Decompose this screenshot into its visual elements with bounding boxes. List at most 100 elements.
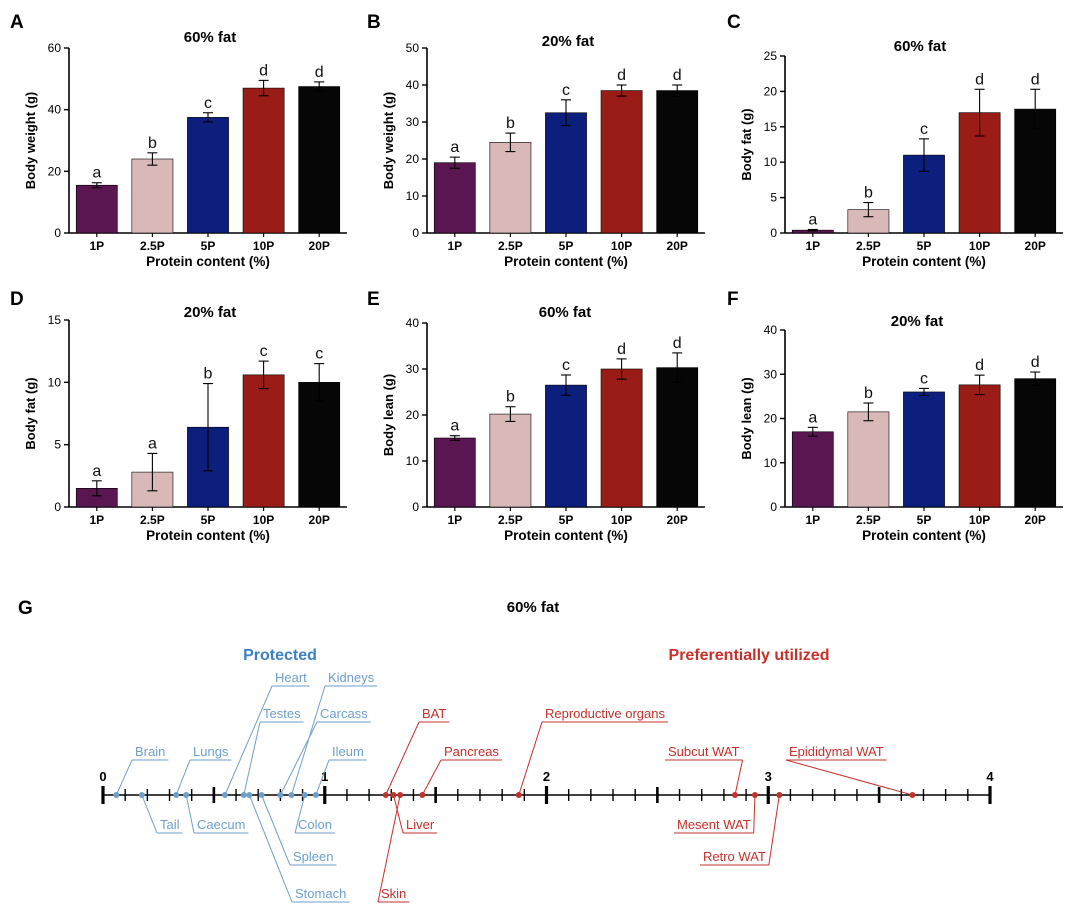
leader-line — [518, 721, 543, 796]
x-tick-label: 1P — [447, 239, 462, 253]
x-tick-label: 5P — [201, 239, 216, 253]
significance-letter: c — [562, 357, 570, 374]
bar-2.5P — [847, 411, 890, 508]
x-tick-label: 2.5P — [498, 513, 523, 527]
y-axis-label: Body lean (g) — [381, 374, 396, 456]
y-tick-label: 40 — [406, 78, 420, 92]
y-tick-label: 15 — [48, 313, 62, 327]
panel-b: B 20% fat 0 10 20 30 40 50 Body weight (g) a 1P b 2.… — [367, 12, 705, 269]
significance-letter: b — [148, 135, 157, 152]
group-title-utilized: Preferentially utilized — [669, 647, 830, 664]
x-tick-label: 5P — [201, 513, 216, 527]
chart-title: 20% fat — [891, 313, 944, 330]
y-tick-label: 30 — [764, 367, 778, 381]
bar-5P — [545, 384, 587, 508]
scale-label: 2 — [543, 769, 550, 784]
marker-label: Heart — [275, 670, 307, 685]
marker-label: Tail — [160, 817, 180, 832]
y-tick-label: 0 — [770, 500, 777, 514]
significance-letter: a — [148, 435, 157, 452]
panel-g: G 60% fat Protected Preferentially utilized… — [18, 598, 994, 903]
bar-10P — [242, 87, 285, 234]
x-tick-label: 2.5P — [140, 239, 165, 253]
significance-letter: d — [617, 341, 626, 358]
leader-line — [279, 721, 318, 796]
bar-2.5P — [489, 142, 532, 234]
bar-5P — [545, 112, 587, 234]
y-tick-label: 60 — [48, 41, 62, 55]
marker-label: BAT — [422, 706, 446, 721]
leader-line — [224, 685, 273, 796]
y-tick-label: 30 — [406, 115, 420, 129]
significance-letter: b — [506, 389, 515, 406]
panel-letter: A — [10, 12, 24, 33]
y-tick-label: 10 — [406, 189, 420, 203]
bar-20P — [298, 86, 341, 234]
panel-f: F 20% fat 0 10 20 30 40 Body lean (g) a 1P b 2.5P c 5… — [727, 289, 1063, 543]
significance-letter: b — [204, 366, 213, 383]
x-tick-label: 10P — [969, 513, 990, 527]
leader-line — [385, 721, 420, 796]
significance-letter: d — [673, 335, 682, 352]
x-tick-label: 5P — [559, 513, 574, 527]
panel-letter: G — [18, 598, 33, 619]
significance-letter: c — [920, 370, 928, 387]
x-tick-label: 5P — [559, 239, 574, 253]
x-axis-label: Protein content (%) — [504, 528, 628, 543]
bar-10P — [600, 90, 643, 234]
bar-10P — [958, 384, 1001, 508]
marker-label: Testes — [263, 706, 301, 721]
panel-a: A 60% fat 0 20 40 60 Body weight (g) a 1P b 2.5P c 5… — [10, 12, 347, 269]
leader-line — [421, 759, 442, 796]
y-axis-label: Body weight (g) — [381, 92, 396, 190]
leader-line — [141, 794, 158, 834]
marker-label: Pancreas — [444, 744, 499, 759]
marker-label: Stomach — [295, 886, 346, 901]
x-tick-label: 20P — [1025, 513, 1046, 527]
bar-20P — [656, 367, 699, 508]
y-axis-label: Body fat (g) — [23, 377, 38, 449]
x-tick-label: 20P — [667, 239, 688, 253]
x-tick-label: 10P — [611, 513, 632, 527]
significance-letter: a — [92, 463, 101, 480]
marker-label: Reproductive organs — [545, 706, 665, 721]
x-tick-label: 1P — [805, 239, 820, 253]
y-tick-label: 50 — [406, 41, 420, 55]
y-tick-label: 40 — [764, 323, 778, 337]
leader-line — [768, 794, 780, 866]
chart-title: 20% fat — [542, 33, 595, 50]
marker-label: Brain — [135, 744, 165, 759]
y-tick-label: 20 — [764, 412, 778, 426]
x-tick-label: 2.5P — [498, 239, 523, 253]
significance-letter: d — [975, 71, 984, 88]
x-axis-label: Protein content (%) — [862, 254, 986, 269]
marker-label: Colon — [298, 817, 332, 832]
panel-letter: C — [727, 12, 741, 33]
x-tick-label: 10P — [253, 239, 274, 253]
y-axis-label: Body weight (g) — [23, 92, 38, 190]
scale-label: 0 — [99, 769, 106, 784]
significance-letter: d — [1031, 71, 1040, 88]
y-axis-label: Body lean (g) — [739, 377, 754, 459]
significance-letter: a — [450, 139, 459, 156]
significance-letter: d — [259, 62, 268, 79]
x-tick-label: 20P — [1025, 239, 1046, 253]
y-tick-label: 5 — [54, 438, 61, 452]
significance-letter: c — [315, 346, 323, 363]
leader-line — [734, 759, 744, 796]
leader-line — [115, 759, 133, 796]
panel-letter: B — [367, 12, 381, 33]
leader-line — [393, 794, 404, 834]
significance-letter: d — [315, 64, 324, 81]
x-axis-label: Protein content (%) — [504, 254, 628, 269]
y-tick-label: 20 — [406, 408, 420, 422]
marker-label: Caecum — [197, 817, 245, 832]
significance-letter: b — [864, 185, 873, 202]
bar-2.5P — [489, 413, 532, 508]
leader-line — [175, 759, 191, 796]
chart-title: 20% fat — [184, 304, 237, 321]
significance-letter: d — [1031, 354, 1040, 371]
x-tick-label: 1P — [89, 239, 104, 253]
x-tick-label: 20P — [667, 513, 688, 527]
significance-letter: a — [92, 165, 101, 182]
